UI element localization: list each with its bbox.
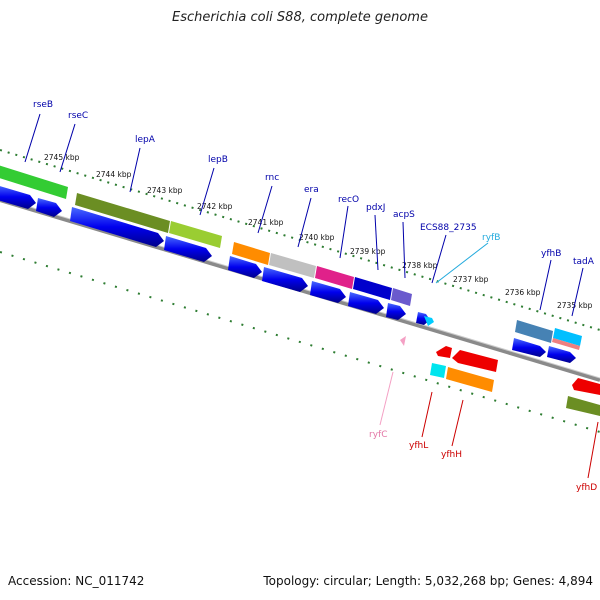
kbp-label: 2738 kbp [402,261,438,270]
gene-yfhH-cog[interactable] [446,367,494,392]
gene-arrow[interactable] [386,303,406,320]
gene-label-ryfB[interactable]: ryfB [482,233,500,243]
gene-label-yfhH[interactable]: yfhH [441,450,462,460]
gene-label-lepA[interactable]: lepA [135,135,156,145]
cog-track-forward [0,165,582,350]
gene-label-recO[interactable]: recO [338,195,359,205]
gene-arrow[interactable] [36,198,62,217]
kbp-label: 2741 kbp [248,218,284,227]
kbp-label: 2745 kbp [44,153,80,162]
gene-label-yfhB[interactable]: yfhB [541,249,561,259]
gene-label-acpS[interactable]: acpS [393,210,415,220]
gene-label-pdxJ[interactable]: pdxJ [366,203,385,213]
gene-label-rseC[interactable]: rseC [68,111,88,121]
gene-label-yfhL[interactable]: yfhL [409,441,428,451]
gene-arrow[interactable] [547,346,576,363]
gene-ryfC-marker[interactable] [400,336,406,346]
gene-label-lepB[interactable]: lepB [208,155,228,165]
accession-text: Accession: NC_011742 [8,574,144,588]
kbp-label: 2744 kbp [96,170,132,179]
gene-yfhH-block[interactable] [452,350,498,372]
kbp-label: 2737 kbp [453,275,489,284]
kbp-label: 2739 kbp [350,247,386,256]
gene-acpS-block[interactable] [391,288,412,306]
gene-arrow[interactable] [0,185,36,209]
gene-label-ECS88_2735[interactable]: ECS88_2735 [420,223,477,233]
kbp-label: 2736 kbp [505,288,541,297]
kbp-label: 2740 kbp [299,233,335,242]
gene-label-tadA[interactable]: tadA [573,257,595,267]
gene-yfhL-cog[interactable] [430,363,446,378]
genome-summary-text: Topology: circular; Length: 5,032,268 bp… [263,574,593,588]
gene-yfhL-block[interactable] [436,346,452,358]
gene-label-ryfC[interactable]: ryfC [369,430,387,440]
gene-label-era[interactable]: era [304,185,319,195]
kbp-label: 2743 kbp [147,186,183,195]
gene-label-rseB[interactable]: rseB [33,100,53,110]
gene-yfhB-block[interactable] [515,320,553,343]
cds-track-forward [0,185,576,363]
gene-label-yfhD[interactable]: yfhD [576,483,597,493]
gene-yfhD-cog[interactable] [566,396,600,416]
gene-label-rnc[interactable]: rnc [265,173,279,183]
